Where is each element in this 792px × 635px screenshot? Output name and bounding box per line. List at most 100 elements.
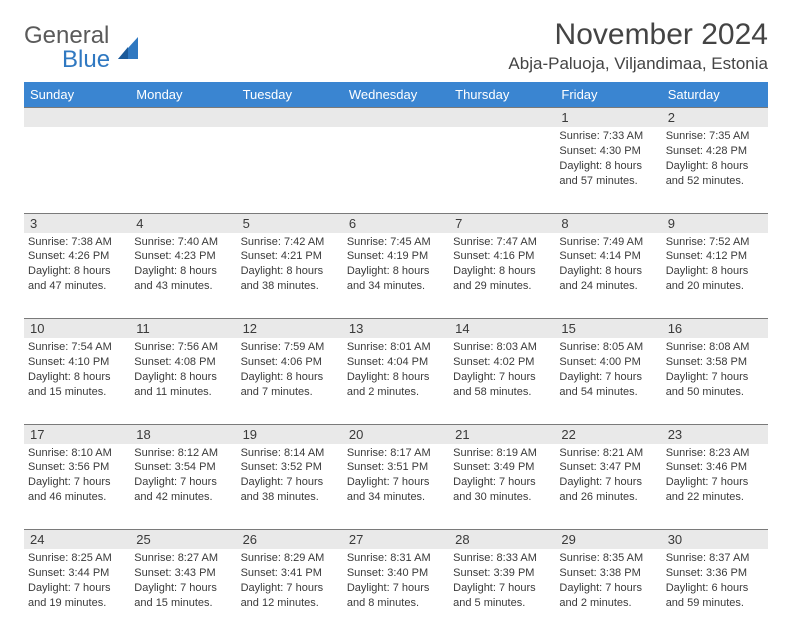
sunrise-text: Sunrise: 8:35 AM xyxy=(559,551,657,566)
weekday-header-row: SundayMondayTuesdayWednesdayThursdayFrid… xyxy=(24,82,768,108)
location-subtitle: Abja-Paluoja, Viljandimaa, Estonia xyxy=(508,54,768,74)
daynum-row: 10111213141516 xyxy=(24,319,768,339)
sunset-text: Sunset: 3:41 PM xyxy=(241,566,339,581)
day-number-cell: 15 xyxy=(555,319,661,339)
daylight-text-2: and 54 minutes. xyxy=(559,385,657,400)
day-content-row: Sunrise: 7:38 AMSunset: 4:26 PMDaylight:… xyxy=(24,233,768,319)
daylight-text-2: and 8 minutes. xyxy=(347,596,445,611)
day-cell: Sunrise: 7:38 AMSunset: 4:26 PMDaylight:… xyxy=(24,233,130,319)
day-cell: Sunrise: 8:12 AMSunset: 3:54 PMDaylight:… xyxy=(130,444,236,530)
day-number-cell: 26 xyxy=(237,530,343,550)
day-number-cell: 12 xyxy=(237,319,343,339)
daylight-text-1: Daylight: 7 hours xyxy=(453,370,551,385)
day-cell: Sunrise: 8:35 AMSunset: 3:38 PMDaylight:… xyxy=(555,549,661,635)
sunrise-text: Sunrise: 7:35 AM xyxy=(666,129,764,144)
day-cell: Sunrise: 8:01 AMSunset: 4:04 PMDaylight:… xyxy=(343,338,449,424)
sunrise-text: Sunrise: 7:40 AM xyxy=(134,235,232,250)
daylight-text-1: Daylight: 7 hours xyxy=(347,581,445,596)
daylight-text-2: and 12 minutes. xyxy=(241,596,339,611)
sunrise-text: Sunrise: 7:59 AM xyxy=(241,340,339,355)
sunrise-text: Sunrise: 8:33 AM xyxy=(453,551,551,566)
day-cell: Sunrise: 8:10 AMSunset: 3:56 PMDaylight:… xyxy=(24,444,130,530)
daynum-row: 24252627282930 xyxy=(24,530,768,550)
sunrise-text: Sunrise: 8:17 AM xyxy=(347,446,445,461)
day-cell: Sunrise: 8:25 AMSunset: 3:44 PMDaylight:… xyxy=(24,549,130,635)
daylight-text-2: and 20 minutes. xyxy=(666,279,764,294)
daylight-text-2: and 11 minutes. xyxy=(134,385,232,400)
sunrise-text: Sunrise: 8:25 AM xyxy=(28,551,126,566)
daylight-text-2: and 2 minutes. xyxy=(559,596,657,611)
day-cell xyxy=(343,127,449,213)
sunset-text: Sunset: 3:39 PM xyxy=(453,566,551,581)
day-number-cell: 23 xyxy=(662,424,768,444)
day-cell: Sunrise: 8:19 AMSunset: 3:49 PMDaylight:… xyxy=(449,444,555,530)
day-number-cell: 10 xyxy=(24,319,130,339)
sunset-text: Sunset: 3:52 PM xyxy=(241,460,339,475)
sunset-text: Sunset: 4:21 PM xyxy=(241,249,339,264)
daylight-text-1: Daylight: 6 hours xyxy=(666,581,764,596)
day-cell: Sunrise: 8:21 AMSunset: 3:47 PMDaylight:… xyxy=(555,444,661,530)
daylight-text-1: Daylight: 8 hours xyxy=(559,264,657,279)
daylight-text-2: and 46 minutes. xyxy=(28,490,126,505)
daylight-text-2: and 29 minutes. xyxy=(453,279,551,294)
daylight-text-1: Daylight: 8 hours xyxy=(241,264,339,279)
day-number-cell xyxy=(237,108,343,128)
daylight-text-1: Daylight: 7 hours xyxy=(241,581,339,596)
weekday-header: Friday xyxy=(555,82,661,108)
daylight-text-2: and 24 minutes. xyxy=(559,279,657,294)
day-number-cell: 3 xyxy=(24,213,130,233)
daylight-text-2: and 38 minutes. xyxy=(241,279,339,294)
sunrise-text: Sunrise: 7:54 AM xyxy=(28,340,126,355)
sunset-text: Sunset: 4:30 PM xyxy=(559,144,657,159)
brand-sail-icon xyxy=(116,33,142,63)
day-number-cell: 16 xyxy=(662,319,768,339)
daylight-text-1: Daylight: 8 hours xyxy=(347,264,445,279)
day-cell: Sunrise: 8:08 AMSunset: 3:58 PMDaylight:… xyxy=(662,338,768,424)
daylight-text-1: Daylight: 7 hours xyxy=(28,581,126,596)
sunrise-text: Sunrise: 7:42 AM xyxy=(241,235,339,250)
day-cell: Sunrise: 8:31 AMSunset: 3:40 PMDaylight:… xyxy=(343,549,449,635)
day-number-cell: 21 xyxy=(449,424,555,444)
brand-logo: General Blue xyxy=(24,18,142,72)
daylight-text-2: and 30 minutes. xyxy=(453,490,551,505)
day-content-row: Sunrise: 8:10 AMSunset: 3:56 PMDaylight:… xyxy=(24,444,768,530)
daylight-text-1: Daylight: 8 hours xyxy=(666,159,764,174)
daylight-text-1: Daylight: 8 hours xyxy=(134,370,232,385)
day-number-cell: 30 xyxy=(662,530,768,550)
day-cell: Sunrise: 7:33 AMSunset: 4:30 PMDaylight:… xyxy=(555,127,661,213)
day-number-cell: 13 xyxy=(343,319,449,339)
daylight-text-1: Daylight: 8 hours xyxy=(347,370,445,385)
sunset-text: Sunset: 3:43 PM xyxy=(134,566,232,581)
daylight-text-2: and 2 minutes. xyxy=(347,385,445,400)
daylight-text-1: Daylight: 7 hours xyxy=(28,475,126,490)
day-number-cell: 27 xyxy=(343,530,449,550)
day-cell: Sunrise: 8:23 AMSunset: 3:46 PMDaylight:… xyxy=(662,444,768,530)
daylight-text-2: and 38 minutes. xyxy=(241,490,339,505)
sunset-text: Sunset: 3:46 PM xyxy=(666,460,764,475)
sunset-text: Sunset: 4:12 PM xyxy=(666,249,764,264)
day-cell xyxy=(237,127,343,213)
sunrise-text: Sunrise: 7:47 AM xyxy=(453,235,551,250)
sunset-text: Sunset: 3:40 PM xyxy=(347,566,445,581)
daylight-text-2: and 34 minutes. xyxy=(347,490,445,505)
day-cell: Sunrise: 8:05 AMSunset: 4:00 PMDaylight:… xyxy=(555,338,661,424)
brand-name-2: Blue xyxy=(24,46,110,73)
daylight-text-2: and 34 minutes. xyxy=(347,279,445,294)
daylight-text-1: Daylight: 7 hours xyxy=(559,370,657,385)
sunrise-text: Sunrise: 7:49 AM xyxy=(559,235,657,250)
day-number-cell: 5 xyxy=(237,213,343,233)
day-number-cell: 6 xyxy=(343,213,449,233)
daylight-text-2: and 47 minutes. xyxy=(28,279,126,294)
daylight-text-2: and 43 minutes. xyxy=(134,279,232,294)
sunrise-text: Sunrise: 8:12 AM xyxy=(134,446,232,461)
daylight-text-2: and 26 minutes. xyxy=(559,490,657,505)
day-number-cell: 29 xyxy=(555,530,661,550)
sunset-text: Sunset: 4:19 PM xyxy=(347,249,445,264)
day-cell: Sunrise: 8:03 AMSunset: 4:02 PMDaylight:… xyxy=(449,338,555,424)
day-cell: Sunrise: 7:47 AMSunset: 4:16 PMDaylight:… xyxy=(449,233,555,319)
sunrise-text: Sunrise: 8:03 AM xyxy=(453,340,551,355)
day-cell xyxy=(449,127,555,213)
sunrise-text: Sunrise: 8:14 AM xyxy=(241,446,339,461)
sunset-text: Sunset: 3:36 PM xyxy=(666,566,764,581)
daylight-text-1: Daylight: 7 hours xyxy=(666,370,764,385)
